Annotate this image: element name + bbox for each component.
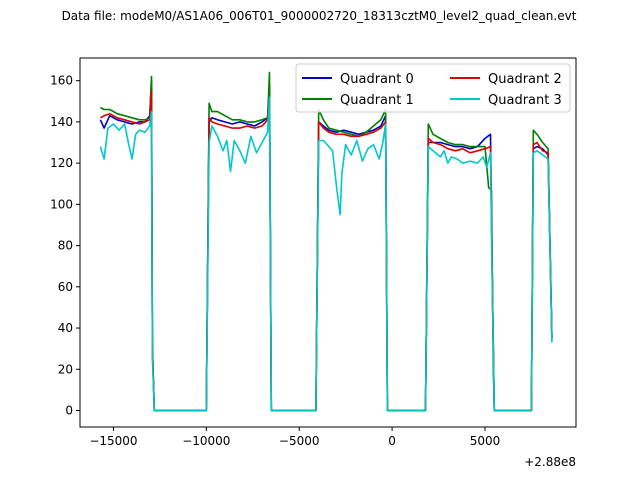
legend-frame [295,63,571,113]
y-tick-label: 160 [50,74,73,88]
x-tick-label: −5000 [279,434,320,448]
y-tick-label: 20 [58,362,73,376]
series-line-quadrant-1 [100,71,553,412]
x-tick-label: −15000 [89,434,137,448]
x-tick-label: 5000 [470,434,501,448]
legend-label-quadrant-0: Quadrant 0 [340,72,414,87]
legend: Quadrant 0 Quadrant 1 Quadrant 2 Quadrant 3 [295,63,571,113]
series-line-quadrant-3 [99,96,553,412]
legend-label-quadrant-1: Quadrant 1 [340,93,414,108]
chart-title: Data file: modeM0/AS1A06_006T01_90000027… [62,9,577,23]
y-tick-label: 80 [58,239,73,253]
y-tick-label: 100 [50,197,73,211]
y-tick-label: 140 [50,115,73,129]
legend-label-quadrant-2: Quadrant 2 [488,72,562,87]
y-tick-label: 40 [58,321,73,335]
series-lines [99,71,553,412]
y-tick-label: 0 [65,404,73,418]
y-tick-label: 120 [50,156,73,170]
x-tick-label: 0 [388,434,396,448]
y-axis-ticks: 0 20 40 60 80 100 120 140 160 [50,74,80,418]
x-axis-offset-label: +2.88e8 [524,455,576,469]
x-tick-label: −10000 [182,434,230,448]
y-tick-label: 60 [58,280,73,294]
plot-frame [79,57,577,428]
x-axis-ticks: −15000 −10000 −5000 0 5000 [89,427,500,448]
legend-label-quadrant-3: Quadrant 3 [488,93,562,108]
